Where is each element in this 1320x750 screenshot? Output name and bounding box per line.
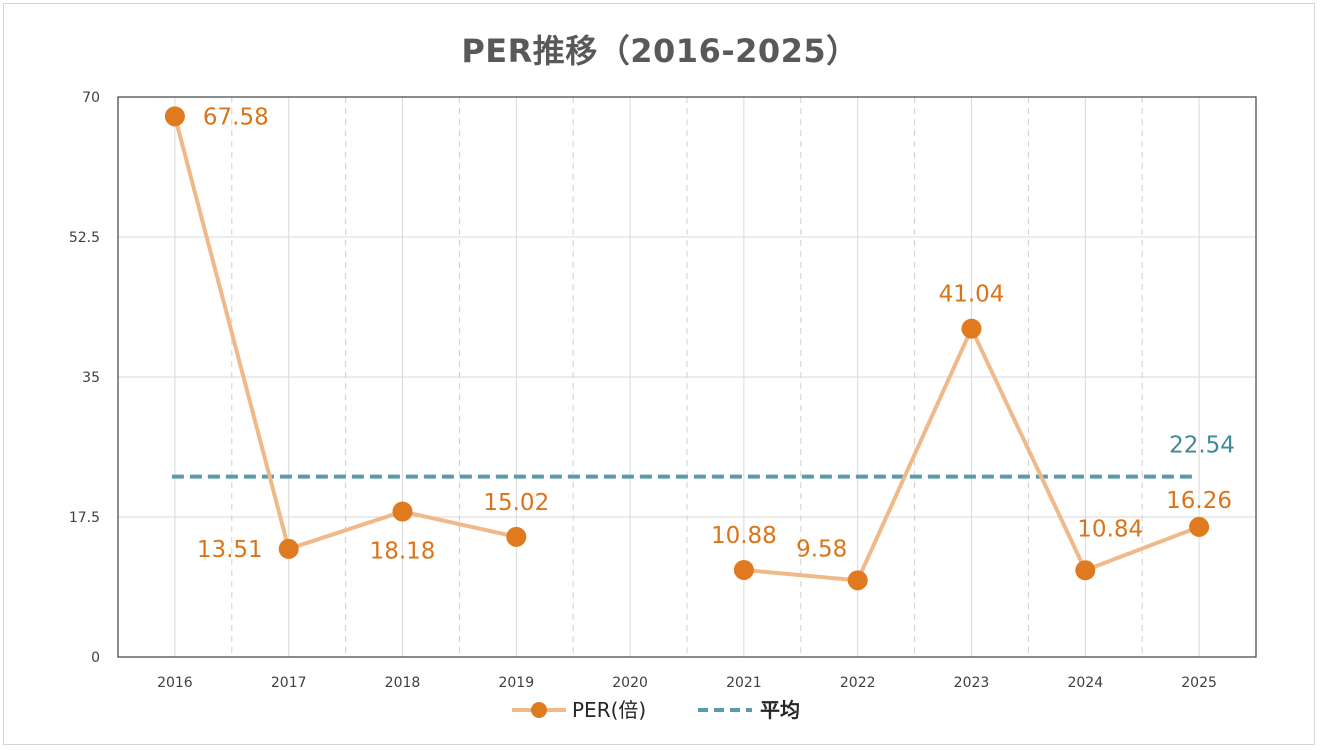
data-label: 10.84 [1077, 516, 1143, 542]
x-tick-label: 2020 [612, 675, 648, 691]
average-series: 22.54 [171, 433, 1235, 479]
per-series: 67.58 13.51 18.18 15.02 10.88 9.58 41.04 10.84 1… [164, 104, 1232, 591]
y-tick-label: 52.5 [69, 230, 100, 246]
data-label: 15.02 [483, 490, 549, 516]
legend-average-label: 平均 [760, 698, 800, 722]
legend-per-label: PER(倍) [572, 698, 646, 722]
chart-title: PER推移（2016-2025） [461, 32, 859, 70]
x-tick-label: 2022 [840, 675, 876, 691]
data-label: 9.58 [796, 536, 847, 562]
x-tick-label: 2016 [157, 675, 193, 691]
data-label: 18.18 [370, 539, 436, 565]
grid-lines [118, 96, 1256, 658]
legend-per-marker-icon [531, 702, 547, 718]
data-point [961, 318, 982, 339]
data-label: 16.26 [1166, 488, 1232, 514]
series-line [172, 115, 517, 551]
data-label: 13.51 [197, 537, 263, 563]
data-label: 10.88 [711, 523, 777, 549]
x-axis-ticks: 2016 2017 2018 2019 2020 2021 2022 2023 2024 2025 [157, 675, 1217, 691]
y-axis-ticks: 0 17.5 35 52.5 70 [69, 90, 100, 666]
y-tick-label: 0 [91, 650, 100, 666]
x-tick-label: 2023 [954, 675, 990, 691]
data-point [1189, 516, 1210, 537]
data-label: 41.04 [939, 282, 1005, 308]
y-tick-label: 70 [82, 90, 100, 106]
data-point [506, 526, 527, 547]
x-tick-label: 2025 [1181, 675, 1217, 691]
x-tick-label: 2018 [385, 675, 421, 691]
data-point [164, 106, 185, 127]
x-tick-label: 2017 [271, 675, 307, 691]
x-tick-label: 2024 [1067, 675, 1103, 691]
y-tick-label: 35 [82, 370, 100, 386]
x-tick-label: 2019 [498, 675, 534, 691]
data-point [392, 501, 413, 522]
plot-area-border [117, 96, 1257, 658]
x-tick-label: 2021 [726, 675, 762, 691]
data-point [733, 559, 754, 580]
data-point [278, 538, 299, 559]
legend: PER(倍) 平均 [512, 698, 800, 722]
data-point [1075, 560, 1096, 581]
y-tick-label: 17.5 [69, 510, 100, 526]
data-point [847, 570, 868, 591]
data-label: 67.58 [203, 104, 269, 130]
average-data-label: 22.54 [1169, 433, 1235, 459]
chart-frame [3, 3, 1315, 745]
